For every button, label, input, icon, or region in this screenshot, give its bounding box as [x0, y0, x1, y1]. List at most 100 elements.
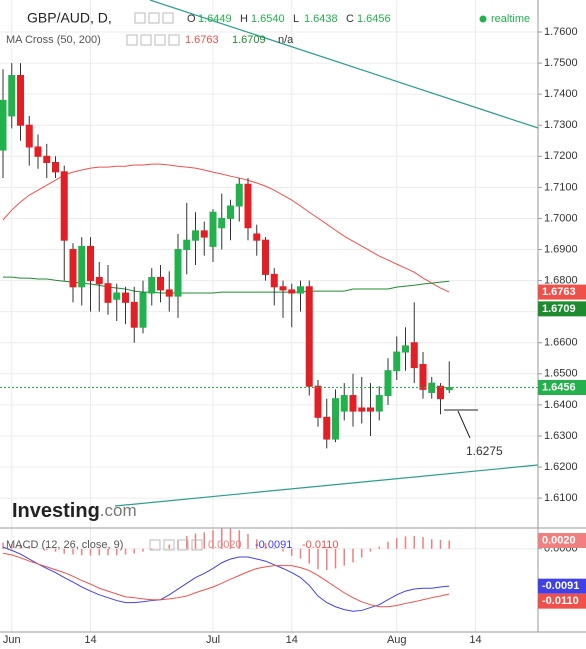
histogram-bar — [396, 538, 398, 549]
ohlc-label: H — [240, 13, 248, 25]
icon — [168, 34, 180, 46]
candle-body — [0, 99, 7, 151]
y-tick-label: 1.7600 — [544, 26, 578, 38]
x-tick-label: 14 — [286, 634, 298, 646]
candle-body — [218, 217, 226, 229]
candle-body — [402, 345, 409, 353]
candle-body — [349, 395, 357, 412]
y-tick-label: 1.7400 — [544, 88, 578, 100]
candle-body — [165, 289, 173, 297]
histogram-bar — [2, 542, 4, 549]
ma-line — [3, 276, 450, 294]
annotation: 1.6275 — [466, 444, 503, 458]
histogram-bar — [107, 548, 109, 556]
histogram-bar — [72, 548, 74, 555]
histogram-bar — [203, 532, 205, 549]
histogram-bar — [448, 540, 450, 549]
value-tag-label: -0.0110 — [542, 595, 579, 607]
histogram-bar — [439, 539, 442, 549]
icon — [149, 539, 161, 551]
histogram-bar — [273, 547, 275, 549]
status: realtime — [491, 13, 530, 25]
ma-line — [2, 163, 450, 293]
y-tick-label: 1.7500 — [544, 57, 578, 69]
ohlc-value: 1.6456 — [357, 13, 391, 25]
candle-body — [209, 211, 217, 247]
histogram-bar — [317, 548, 319, 570]
histogram-bar — [422, 537, 424, 549]
histogram-bar — [28, 546, 30, 549]
histogram-bar — [11, 544, 13, 549]
icon — [148, 12, 160, 24]
legend-note: n/a — [278, 34, 294, 46]
candle-body — [227, 205, 234, 219]
icon — [177, 539, 189, 551]
histogram-bar — [291, 548, 293, 556]
candle-body — [235, 183, 243, 207]
histogram-bar — [151, 548, 153, 550]
callout-line — [457, 410, 471, 439]
legend: MA Cross (50, 200) — [6, 34, 101, 46]
histogram-bar — [212, 530, 214, 549]
candle-body — [183, 239, 191, 251]
histogram-bar — [282, 548, 284, 552]
histogram-bar — [247, 533, 249, 549]
candle-body — [52, 162, 59, 173]
candle-body — [253, 233, 261, 241]
candle-body — [34, 146, 42, 157]
icon — [134, 12, 146, 24]
candle-body — [393, 351, 401, 372]
value-tag-label: 0.0020 — [542, 534, 576, 546]
legend-value: 1.6763 — [185, 34, 219, 46]
candle-body — [113, 292, 121, 300]
y-tick-label: 1.7200 — [544, 150, 578, 162]
trend-line — [114, 464, 539, 507]
y-tick-label: 1.6400 — [544, 399, 578, 411]
trend-line — [149, 0, 539, 129]
candle-body — [200, 230, 208, 238]
histogram-bar — [361, 548, 363, 558]
candle-body — [130, 301, 138, 328]
value-tag — [538, 301, 586, 317]
value-tag — [538, 578, 586, 594]
logo: Investing.com — [12, 500, 137, 522]
icon — [154, 34, 166, 46]
candle-body — [437, 385, 444, 400]
candle-body — [69, 249, 77, 288]
y-tick-label: 1.6300 — [544, 430, 578, 442]
value-tag — [538, 593, 586, 609]
histogram-bar — [378, 546, 380, 549]
ohlc-value: 1.6438 — [304, 13, 338, 25]
histogram-bar — [229, 528, 232, 549]
value-tag-label: 1.6763 — [542, 286, 576, 298]
candle-body — [139, 292, 147, 328]
legend: MACD (12, 26, close, 9) — [6, 539, 123, 551]
logo-name: Investing — [12, 500, 100, 522]
histogram-bar — [133, 548, 135, 554]
histogram-bar — [116, 548, 118, 556]
value-tag-label: 1.6709 — [542, 303, 576, 315]
ohlc-value: 1.6540 — [251, 13, 285, 25]
candle-body — [174, 249, 182, 297]
y-tick-label: 1.6200 — [544, 461, 578, 473]
candle-body — [323, 416, 331, 440]
y-tick-label: 1.6900 — [544, 243, 578, 255]
legend-value: -0.0110 — [302, 539, 339, 551]
candle-body — [297, 286, 304, 294]
candle-body — [25, 124, 33, 148]
candle-body — [95, 276, 103, 285]
histogram-bar — [142, 548, 144, 552]
grid-layer — [0, 0, 538, 632]
candle-body — [288, 289, 296, 294]
candle-body — [305, 286, 313, 387]
y-tick-label: 1.7000 — [544, 212, 578, 224]
histogram-bar — [256, 539, 258, 549]
histogram-bar — [343, 548, 345, 566]
histogram-bar — [326, 548, 328, 571]
ohlc-value: 1.6449 — [198, 13, 232, 25]
symbol: GBP/AUD, D, — [27, 10, 112, 26]
